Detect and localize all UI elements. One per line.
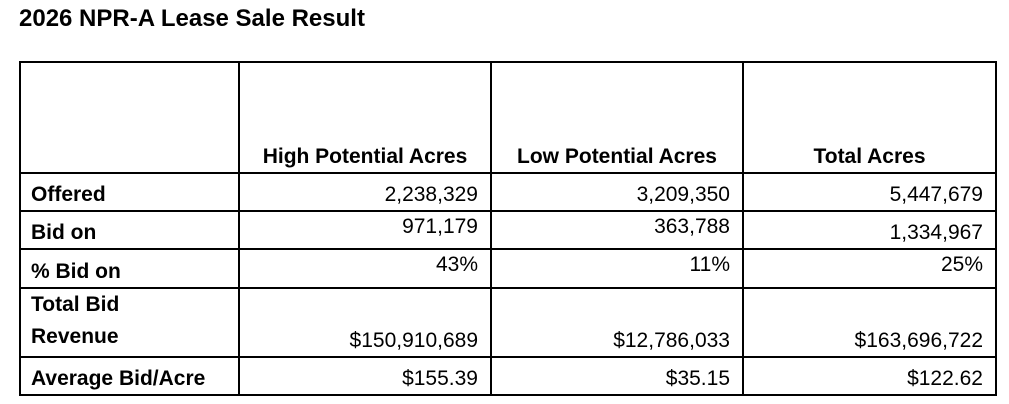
table-row: Offered 2,238,329 3,209,350 5,447,679 [19, 172, 997, 212]
cell-revenue-low: $12,786,033 [490, 287, 744, 358]
row-label-total-bid-revenue: Total Bid Revenue [19, 287, 240, 358]
cell-pct-total: 25% [742, 248, 997, 289]
row-label-bid-on: Bid on [19, 210, 240, 250]
table-row: % Bid on 43% 11% 25% [19, 248, 997, 289]
header-empty-cell [19, 61, 240, 174]
cell-bid-on-total: 1,334,967 [742, 210, 997, 250]
header-low-potential-acres: Low Potential Acres [490, 61, 744, 174]
cell-bid-on-low: 363,788 [490, 210, 744, 250]
row-label-line-2: Revenue [31, 325, 119, 348]
table-row: Bid on 971,179 363,788 1,334,967 [19, 210, 997, 250]
row-label-offered: Offered [19, 172, 240, 212]
page-title: 2026 NPR-A Lease Sale Result [19, 5, 365, 32]
cell-offered-high: 2,238,329 [238, 172, 492, 212]
cell-revenue-high: $150,910,689 [238, 287, 492, 358]
lease-sale-table: High Potential Acres Low Potential Acres… [19, 61, 997, 396]
cell-bid-on-high: 971,179 [238, 210, 492, 250]
table-header-row: High Potential Acres Low Potential Acres… [19, 61, 997, 174]
row-label-pct-bid-on: % Bid on [19, 248, 240, 289]
row-label-average-bid-acre: Average Bid/Acre [19, 356, 240, 396]
cell-avg-high: $155.39 [238, 356, 492, 396]
header-high-potential-acres: High Potential Acres [238, 61, 492, 174]
cell-pct-low: 11% [490, 248, 744, 289]
header-total-acres: Total Acres [742, 61, 997, 174]
cell-avg-low: $35.15 [490, 356, 744, 396]
cell-offered-total: 5,447,679 [742, 172, 997, 212]
row-label-line-1: Total Bid [31, 293, 120, 316]
cell-pct-high: 43% [238, 248, 492, 289]
table-row: Average Bid/Acre $155.39 $35.15 $122.62 [19, 356, 997, 396]
cell-offered-low: 3,209,350 [490, 172, 744, 212]
cell-avg-total: $122.62 [742, 356, 997, 396]
cell-revenue-total: $163,696,722 [742, 287, 997, 358]
table-row: Total Bid Revenue $150,910,689 $12,786,0… [19, 287, 997, 358]
